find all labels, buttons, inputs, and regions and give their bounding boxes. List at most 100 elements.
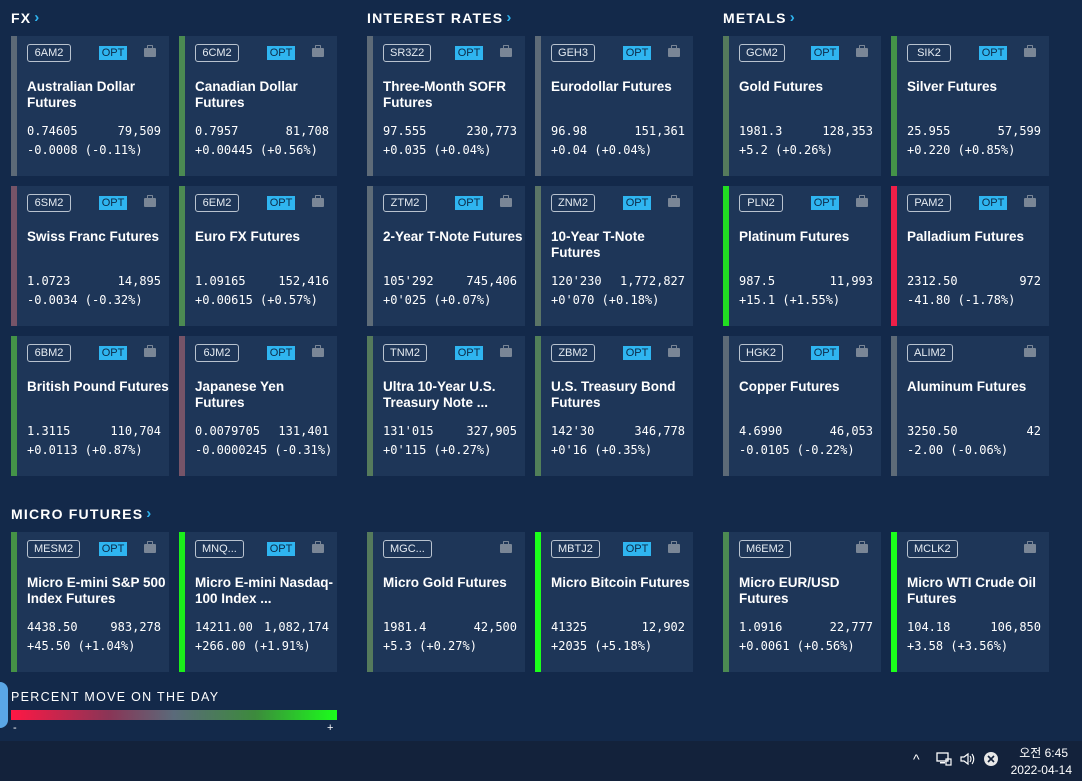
options-badge[interactable]: OPT [979,46,1007,60]
section-title-fx[interactable]: FX › [11,9,41,27]
symbol-badge[interactable]: 6JM2 [195,344,239,362]
symbol-badge[interactable]: 6SM2 [27,194,71,212]
briefcase-icon[interactable] [856,345,868,357]
futures-card[interactable]: SIK2 OPT Silver Futures 25.955 57,599 +0.220 … [891,36,1049,176]
briefcase-icon[interactable] [856,45,868,57]
briefcase-icon[interactable] [312,345,324,357]
volume-icon[interactable] [959,751,975,770]
briefcase-icon[interactable] [1024,541,1036,553]
futures-card[interactable]: 6CM2 OPT Canadian Dollar Futures 0.7957 81,7… [179,36,337,176]
futures-card[interactable]: MESM2 OPT Micro E-mini S&P 500 Index Futur… [11,532,169,672]
symbol-badge[interactable]: ZTM2 [383,194,427,212]
options-badge[interactable]: OPT [623,346,651,360]
symbol-badge[interactable]: MGC... [383,540,432,558]
futures-card[interactable]: GCM2 OPT Gold Futures 1981.3 128,353 +5.2 (+0… [723,36,881,176]
section-title-interest-rates[interactable]: INTEREST RATES › [367,9,513,27]
close-circle-icon[interactable] [983,751,999,770]
briefcase-icon[interactable] [856,195,868,207]
options-badge[interactable]: OPT [455,196,483,210]
futures-card[interactable]: PAM2 OPT Palladium Futures 2312.50 972 -41.80… [891,186,1049,326]
chevron-up-icon[interactable]: ^ [913,751,920,767]
options-badge[interactable]: OPT [811,196,839,210]
options-badge[interactable]: OPT [623,46,651,60]
symbol-badge[interactable]: SIK2 [907,44,951,62]
futures-card[interactable]: PLN2 OPT Platinum Futures 987.5 11,993 +15.1 … [723,186,881,326]
symbol-badge[interactable]: M6EM2 [739,540,791,558]
futures-card[interactable]: SR3Z2 OPT Three-Month SOFR Futures 97.555 23… [367,36,525,176]
futures-card[interactable]: TNM2 OPT Ultra 10-Year U.S. Treasury Note … [367,336,525,476]
futures-card[interactable]: GEH3 OPT Eurodollar Futures 96.98 151,361 +0.… [535,36,693,176]
briefcase-icon[interactable] [1024,45,1036,57]
symbol-badge[interactable]: HGK2 [739,344,783,362]
symbol-badge[interactable]: 6CM2 [195,44,239,62]
futures-card[interactable]: MGC... Micro Gold Futures 1981.4 42,500 +5.3… [367,532,525,672]
symbol-badge[interactable]: MCLK2 [907,540,958,558]
symbol-badge[interactable]: ALIM2 [907,344,953,362]
briefcase-icon[interactable] [312,45,324,57]
options-badge[interactable]: OPT [455,346,483,360]
options-badge[interactable]: OPT [623,196,651,210]
futures-card[interactable]: 6BM2 OPT British Pound Futures 1.3115 110,70… [11,336,169,476]
briefcase-icon[interactable] [668,541,680,553]
futures-card[interactable]: 6AM2 OPT Australian Dollar Futures 0.74605 7… [11,36,169,176]
options-badge[interactable]: OPT [267,346,295,360]
options-badge[interactable]: OPT [99,542,127,556]
futures-card[interactable]: ZBM2 OPT U.S. Treasury Bond Futures 142'30 3… [535,336,693,476]
side-panel-handle[interactable] [0,682,8,728]
symbol-badge[interactable]: MBTJ2 [551,540,600,558]
symbol-badge[interactable]: PLN2 [739,194,783,212]
symbol-badge[interactable]: TNM2 [383,344,427,362]
options-badge[interactable]: OPT [99,46,127,60]
options-badge[interactable]: OPT [455,46,483,60]
briefcase-icon[interactable] [500,195,512,207]
symbol-badge[interactable]: PAM2 [907,194,951,212]
symbol-badge[interactable]: MNQ... [195,540,244,558]
symbol-badge[interactable]: 6AM2 [27,44,71,62]
futures-card[interactable]: HGK2 OPT Copper Futures 4.6990 46,053 -0.0105… [723,336,881,476]
briefcase-icon[interactable] [500,45,512,57]
options-badge[interactable]: OPT [811,46,839,60]
futures-card[interactable]: MBTJ2 OPT Micro Bitcoin Futures 41325 12,902… [535,532,693,672]
options-badge[interactable]: OPT [267,46,295,60]
briefcase-icon[interactable] [668,195,680,207]
briefcase-icon[interactable] [668,45,680,57]
options-badge[interactable]: OPT [99,196,127,210]
briefcase-icon[interactable] [144,45,156,57]
futures-card[interactable]: ZNM2 OPT 10-Year T-Note Futures 120'230 1,77… [535,186,693,326]
options-badge[interactable]: OPT [811,346,839,360]
briefcase-icon[interactable] [312,541,324,553]
futures-card[interactable]: ZTM2 OPT 2-Year T-Note Futures 105'292 745,4… [367,186,525,326]
briefcase-icon[interactable] [1024,345,1036,357]
symbol-badge[interactable]: SR3Z2 [383,44,432,62]
options-badge[interactable]: OPT [979,196,1007,210]
futures-card[interactable]: 6JM2 OPT Japanese Yen Futures 0.0079705 131,… [179,336,337,476]
options-badge[interactable]: OPT [267,196,295,210]
briefcase-icon[interactable] [144,195,156,207]
section-title-micro-futures[interactable]: MICRO FUTURES › [11,505,152,523]
futures-card[interactable]: 6EM2 OPT Euro FX Futures 1.09165 152,416 +0.0… [179,186,337,326]
options-badge[interactable]: OPT [99,346,127,360]
futures-card[interactable]: ALIM2 Aluminum Futures 3250.50 42 -2.00 (-0.… [891,336,1049,476]
symbol-badge[interactable]: 6BM2 [27,344,71,362]
clock-time[interactable]: 오전 6:45 [1019,746,1068,760]
clock-date[interactable]: 2022-04-14 [1010,763,1072,777]
symbol-badge[interactable]: ZNM2 [551,194,595,212]
symbol-badge[interactable]: 6EM2 [195,194,239,212]
briefcase-icon[interactable] [856,541,868,553]
briefcase-icon[interactable] [1024,195,1036,207]
briefcase-icon[interactable] [312,195,324,207]
futures-card[interactable]: MNQ... OPT Micro E-mini Nasdaq-100 Index .… [179,532,337,672]
briefcase-icon[interactable] [668,345,680,357]
futures-card[interactable]: M6EM2 Micro EUR/USD Futures 1.0916 22,777 +0… [723,532,881,672]
symbol-badge[interactable]: GEH3 [551,44,595,62]
symbol-badge[interactable]: ZBM2 [551,344,595,362]
briefcase-icon[interactable] [144,345,156,357]
options-badge[interactable]: OPT [267,542,295,556]
symbol-badge[interactable]: MESM2 [27,540,81,558]
section-title-metals[interactable]: METALS › [723,9,796,27]
briefcase-icon[interactable] [500,345,512,357]
futures-card[interactable]: 6SM2 OPT Swiss Franc Futures 1.0723 14,895 -0… [11,186,169,326]
futures-card[interactable]: MCLK2 Micro WTI Crude Oil Futures 104.18 10… [891,532,1049,672]
briefcase-icon[interactable] [144,541,156,553]
network-icon[interactable] [936,751,952,770]
